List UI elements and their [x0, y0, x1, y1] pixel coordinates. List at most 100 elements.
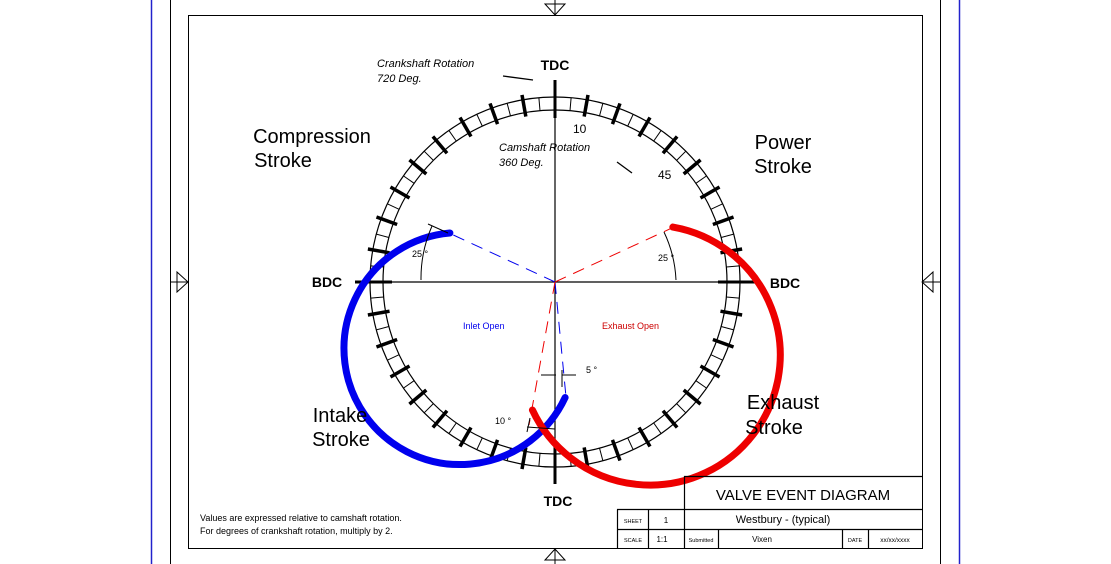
minor-tick — [376, 326, 389, 331]
inlet-close-dash — [554, 281, 567, 398]
minor-tick — [387, 203, 400, 210]
major-tick — [699, 185, 721, 200]
major-tick — [520, 447, 528, 470]
major-tick — [682, 158, 702, 176]
major-tick — [520, 94, 528, 117]
minor-tick — [506, 103, 511, 116]
minor-tick — [387, 354, 400, 361]
power-stroke-label: Power — [755, 132, 812, 154]
power-stroke-label-2: Stroke — [754, 156, 812, 178]
exhaust-stroke-label-2: Stroke — [745, 417, 803, 439]
scale-label: SCALE — [624, 538, 642, 544]
inlet-open-label: Inlet Open — [463, 321, 505, 331]
tick-label-45: 45 — [658, 168, 672, 182]
inlet-open-arc — [340, 229, 569, 469]
minor-tick — [423, 403, 434, 414]
minor-tick — [710, 354, 723, 361]
exhaust-open-label: Exhaust Open — [602, 321, 659, 331]
minor-tick — [376, 233, 389, 238]
bdc-right-label: BDC — [770, 275, 800, 291]
major-tick — [637, 426, 652, 448]
minor-tick — [676, 403, 687, 414]
major-tick — [661, 135, 679, 155]
exhaust-close-dash — [528, 281, 556, 426]
major-tick — [408, 158, 428, 176]
submitted-label: Submitted — [689, 538, 714, 544]
minor-tick — [710, 203, 723, 210]
minor-tick — [538, 97, 541, 111]
date-value: xx/xx/xxxx — [880, 537, 910, 544]
bdc-left-label: BDC — [312, 274, 342, 290]
minor-tick — [448, 422, 457, 434]
minor-tick — [726, 265, 740, 268]
major-tick — [389, 185, 411, 200]
angle-dimensions — [420, 223, 677, 433]
major-tick — [488, 102, 500, 125]
center-marker-left — [170, 270, 189, 294]
exhaust-open-angle: 25 ° — [658, 253, 675, 263]
minor-tick — [476, 114, 483, 127]
sheet-label: SHEET — [624, 519, 643, 525]
minor-tick — [538, 453, 541, 467]
camshaft-label: Camshaft Rotation — [499, 142, 590, 154]
major-tick — [610, 102, 622, 125]
intake-stroke-label: Intake — [313, 405, 367, 427]
minor-tick — [627, 437, 634, 450]
minor-tick — [627, 114, 634, 127]
minor-tick — [695, 380, 707, 389]
drawing-title: VALVE EVENT DIAGRAM — [716, 487, 890, 504]
minor-tick — [653, 422, 662, 434]
major-tick — [661, 409, 679, 429]
exhaust-open-dash — [554, 226, 675, 283]
exhaust-stroke-label: Exhaust — [747, 392, 820, 414]
minor-tick — [476, 437, 483, 450]
inlet-open-angle: 25 ° — [412, 249, 429, 259]
scale-value: 1:1 — [656, 535, 668, 544]
major-tick — [431, 135, 449, 155]
minor-tick — [423, 150, 434, 161]
major-tick — [389, 364, 411, 379]
crankshaft-arrow — [502, 75, 534, 81]
degree-ring — [355, 80, 755, 484]
major-tick — [367, 247, 390, 255]
center-marker-right — [921, 270, 940, 294]
major-tick — [375, 215, 398, 227]
major-tick — [712, 215, 735, 227]
major-tick — [582, 94, 590, 117]
minor-tick — [403, 380, 415, 389]
date-label: DATE — [848, 538, 863, 544]
compression-stroke-label: Compression — [253, 126, 371, 148]
drawing-subtitle: Westbury - (typical) — [736, 514, 831, 526]
minor-tick — [569, 97, 572, 111]
crankshaft-degrees: 720 Deg. — [377, 73, 422, 85]
crankshaft-label: Crankshaft Rotation — [377, 58, 474, 70]
major-tick — [431, 409, 449, 429]
major-tick — [610, 439, 622, 462]
note-line-2: For degrees of crankshaft rotation, mult… — [200, 526, 393, 536]
intake-stroke-label-2: Stroke — [312, 429, 370, 451]
minor-tick — [653, 130, 662, 142]
major-tick — [408, 388, 428, 406]
major-tick — [699, 364, 721, 379]
inlet-close-angle: 5 ° — [586, 365, 598, 375]
center-marker-bottom — [543, 548, 567, 564]
minor-tick — [676, 150, 687, 161]
minor-tick — [599, 103, 604, 116]
minor-tick — [726, 296, 740, 299]
camshaft-arrow — [616, 161, 633, 174]
major-tick — [720, 309, 743, 317]
tdc-top-label: TDC — [541, 57, 570, 73]
exhaust-open-arc — [528, 223, 784, 489]
minor-tick — [721, 233, 734, 238]
major-tick — [682, 388, 702, 406]
major-tick — [367, 309, 390, 317]
minor-tick — [370, 296, 384, 299]
center-marker-top — [543, 0, 567, 16]
major-tick — [458, 426, 473, 448]
major-tick — [712, 337, 735, 349]
minor-tick — [448, 130, 457, 142]
minor-tick — [721, 326, 734, 331]
camshaft-degrees: 360 Deg. — [499, 157, 544, 169]
sheet-value: 1 — [664, 516, 669, 525]
